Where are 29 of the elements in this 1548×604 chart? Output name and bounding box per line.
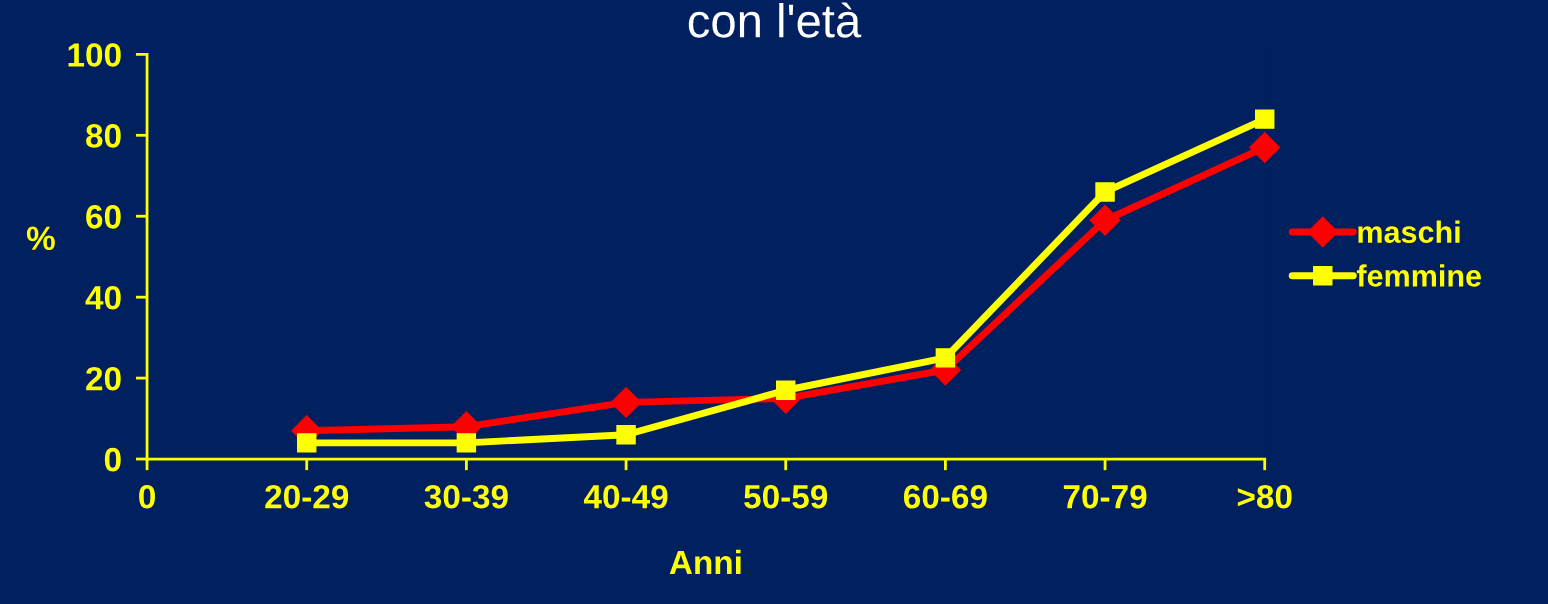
point: [935, 348, 956, 368]
x-tick-label: 0: [139, 484, 155, 509]
y-tick-label: 60: [86, 205, 121, 229]
point: [1095, 182, 1115, 202]
point: [456, 433, 477, 453]
point: [610, 386, 642, 418]
x-tick-label: 20-29: [265, 484, 349, 509]
legend-label: femmine: [1356, 264, 1481, 287]
point: [1089, 204, 1121, 236]
y-tick-label: 0: [104, 447, 121, 472]
y-axis-title: %: [26, 226, 55, 251]
y-tick-label: 20: [86, 366, 121, 391]
x-tick-label: 60-69: [903, 484, 987, 509]
point: [1254, 109, 1275, 129]
point: [616, 425, 636, 445]
x-tick-label: 40-49: [583, 484, 668, 509]
legend-label: maschi: [1358, 220, 1460, 244]
y-tick-label: 40: [85, 285, 121, 310]
point: [775, 380, 796, 400]
x-tick-label: 50-59: [744, 484, 828, 509]
x-tick-label: >80: [1237, 484, 1292, 509]
chart-title: con l'età: [688, 2, 862, 38]
x-tick-label: 30-39: [424, 484, 508, 509]
x-axis-title: Anni: [669, 549, 741, 574]
y-tick-label: 100: [68, 43, 121, 67]
point: [1249, 132, 1281, 163]
x-tick-label: 70-79: [1063, 484, 1147, 509]
point: [297, 433, 317, 453]
y-tick-label: 80: [86, 124, 121, 148]
